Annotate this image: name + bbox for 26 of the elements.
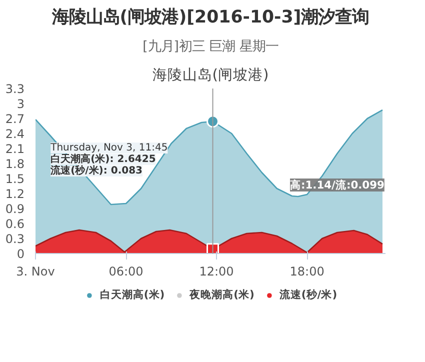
annotation: 高:1.14/流:0.099 — [290, 178, 384, 192]
x-tick-label: 3. Nov — [16, 264, 55, 278]
y-tick-label: 1.5 — [5, 172, 25, 186]
y-tick-label: 0.3 — [5, 232, 25, 246]
chart-title: 海陵山岛(闸坡港) — [152, 66, 269, 84]
annotation: 流速(秒/米): 0.083 — [50, 164, 143, 176]
legend-label: 白天潮高(米) — [100, 288, 165, 302]
y-tick-label: 3.3 — [5, 82, 25, 96]
y-tick-label: 2.4 — [5, 127, 25, 141]
legend-label: 流速(秒/米) — [279, 288, 338, 302]
y-tick-label: 0.9 — [5, 202, 25, 216]
x-tick-label: 06:00 — [108, 264, 144, 278]
y-tick-label: 1.8 — [5, 157, 25, 171]
y-tick-label: 3 — [16, 97, 25, 111]
legend-label: 夜晚潮高(米) — [190, 288, 254, 302]
text: 海陵山岛(闸坡港)[2016-10-3]潮汐查询 — [50, 8, 370, 28]
x-tick-label: 18:00 — [290, 264, 324, 278]
annotation: 白天潮高(米): 2.6425 — [50, 153, 156, 165]
y-tick-label: 0.6 — [5, 217, 25, 231]
y-tick-label: 2.7 — [5, 112, 25, 126]
annotation: Thursday, Nov 3, 11:45 — [50, 142, 168, 154]
x-tick-label: 12:00 — [199, 264, 234, 278]
chart-subtitle: [九月]初三 巨潮 星期一 — [142, 40, 278, 54]
y-tick-label: 1.2 — [5, 187, 25, 201]
y-tick-label: 2.1 — [5, 142, 25, 156]
y-tick-label: 0 — [16, 247, 25, 261]
